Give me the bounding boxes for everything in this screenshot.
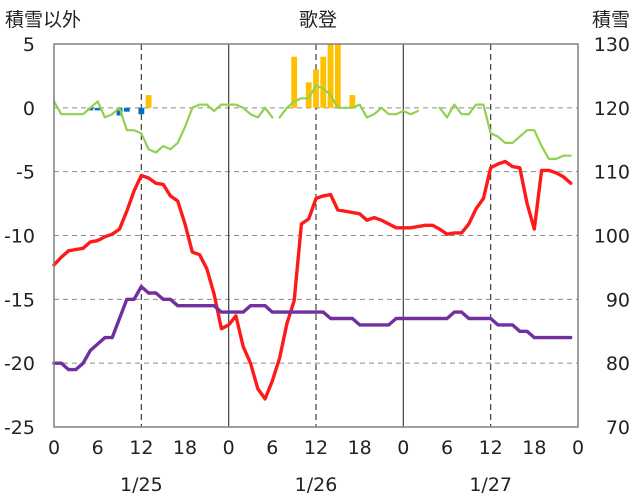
line-series <box>52 84 573 401</box>
hour-tick-label: 0 <box>572 437 584 459</box>
plot-frame <box>53 43 579 428</box>
red-series-line <box>52 159 573 401</box>
hour-tick-label: 6 <box>266 437 278 459</box>
left-tick-label: 0 <box>23 98 35 120</box>
precip-bar <box>327 44 334 108</box>
hour-tick-label: 18 <box>348 437 372 459</box>
precip-bar <box>305 82 312 108</box>
purple-series-line <box>52 284 573 372</box>
left-tick-label: -25 <box>4 417 35 439</box>
left-axis-title: 積雪以外 <box>5 9 81 31</box>
green-series-line <box>278 84 419 119</box>
precip-bar <box>116 107 123 116</box>
green-series-line <box>52 100 274 154</box>
left-tick-label: -20 <box>4 353 35 375</box>
x-axis-hour-ticks: 0 6 12 18 0 6 12 18 0 6 12 18 0 <box>48 437 584 459</box>
right-tick-label: 80 <box>606 353 630 375</box>
date-label: 1/25 <box>120 474 163 496</box>
hour-tick-label: 0 <box>223 437 235 459</box>
right-tick-label: 100 <box>594 226 630 248</box>
right-tick-label: 130 <box>594 34 630 56</box>
green-series-line <box>438 103 572 160</box>
precip-bar <box>313 69 319 108</box>
precip-bar <box>320 56 327 108</box>
left-tick-label: -5 <box>16 162 35 184</box>
precip-bar <box>123 107 130 112</box>
hour-tick-label: 12 <box>304 437 328 459</box>
date-label: 1/27 <box>469 474 512 496</box>
hour-tick-label: 18 <box>173 437 197 459</box>
x-axis-date-labels: 1/25 1/26 1/27 <box>120 474 512 496</box>
date-label: 1/26 <box>295 474 338 496</box>
right-tick-label: 70 <box>606 417 630 439</box>
left-tick-label: 5 <box>23 34 35 56</box>
left-tick-label: -15 <box>4 289 35 311</box>
hour-tick-label: 0 <box>397 437 409 459</box>
right-tick-label: 110 <box>594 162 630 184</box>
hour-tick-label: 6 <box>92 437 104 459</box>
precip-bar <box>138 107 145 115</box>
precip-bar <box>291 56 298 108</box>
precip-bar <box>334 44 341 108</box>
hour-tick-label: 12 <box>129 437 153 459</box>
hour-tick-label: 18 <box>522 437 546 459</box>
left-axis-ticks: 5 0 -5 -10 -15 -20 -25 <box>4 34 35 439</box>
right-tick-label: 90 <box>606 289 630 311</box>
chart-title: 歌登 <box>299 9 337 31</box>
hour-tick-label: 6 <box>441 437 453 459</box>
bar-series <box>87 44 356 116</box>
right-tick-label: 120 <box>594 98 630 120</box>
hour-tick-label: 0 <box>48 437 60 459</box>
precip-bar <box>349 95 356 108</box>
hour-tick-label: 12 <box>479 437 503 459</box>
right-axis-title: 積雪 <box>592 9 630 31</box>
precip-bar <box>145 95 152 108</box>
precip-bar <box>94 107 101 111</box>
right-axis-ticks: 130 120 110 100 90 80 70 <box>594 34 630 439</box>
left-tick-label: -10 <box>4 226 35 248</box>
